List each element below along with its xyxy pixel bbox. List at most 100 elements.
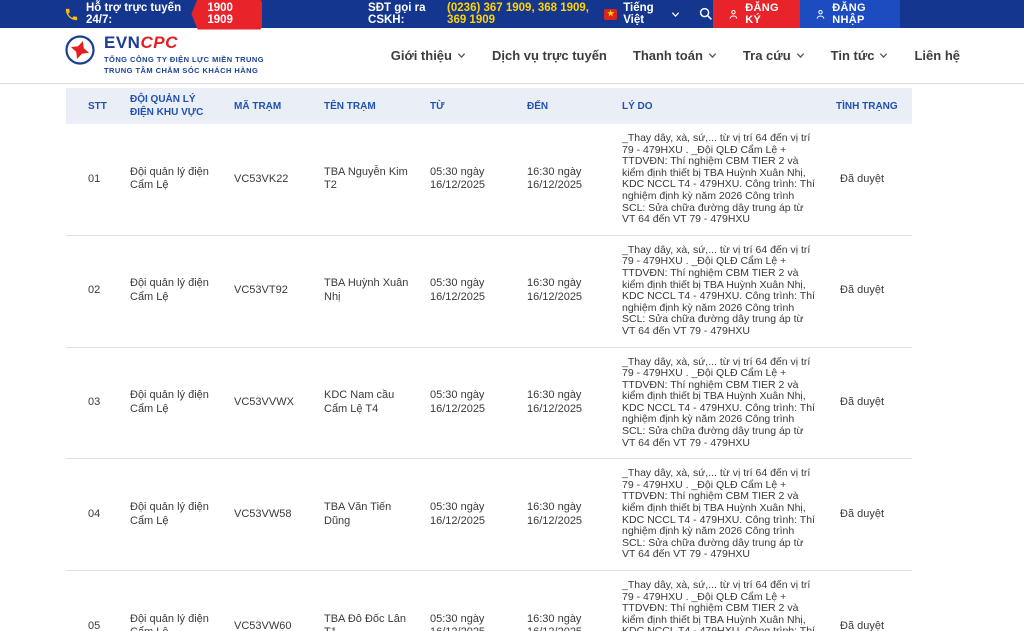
chevron-down-icon[interactable] [671, 10, 680, 19]
brand-logo-block[interactable]: EVNCPC TỔNG CÔNG TY ĐIỆN LỰC MIỀN TRUNG … [64, 34, 264, 77]
login-label: ĐĂNG NHẬP [832, 2, 866, 26]
nav-item-4[interactable]: Tin tức [831, 48, 889, 63]
header-stt: STT [66, 88, 124, 124]
main-nav: Giới thiệu Dịch vụ trực tuyến Thanh toán… [391, 48, 960, 63]
brand-subtitle-line1: TỔNG CÔNG TY ĐIỆN LỰC MIỀN TRUNG [104, 55, 265, 65]
brand-name: EVNCPC [104, 34, 264, 51]
table-row[interactable]: 05 Đội quản lý điện Cẩm Lệ VC53VW60 TBA … [66, 570, 912, 631]
vietnam-flag-icon: ★ [604, 8, 618, 20]
nav-item-label: Giới thiệu [390, 48, 452, 63]
evn-logo-icon [65, 35, 95, 65]
header-to: ĐẾN [521, 88, 616, 124]
table-row[interactable]: 01 Đội quản lý điện Cẩm Lệ VC53VK22 TBA … [66, 124, 912, 236]
top-utility-bar: Hỗ trợ trực tuyến 24/7: 1900 1909 SĐT gọ… [0, 0, 1024, 30]
cell-code: VC53VW60 [228, 570, 318, 631]
nav-item-label: Tra cứu [742, 48, 791, 63]
register-label: ĐĂNG KÝ [745, 2, 779, 26]
cell-to: 16:30 ngày 16/12/2025 [521, 235, 616, 348]
cell-status: Đã duyệt [830, 458, 912, 571]
nav-item-label: Liên hệ [914, 48, 960, 63]
login-button[interactable]: ĐĂNG NHẬP [800, 0, 900, 28]
cell-stt: 03 [66, 347, 124, 460]
chevron-down-icon [708, 51, 717, 60]
cell-from: 05:30 ngày 16/12/2025 [424, 124, 521, 236]
chevron-down-icon [457, 51, 466, 60]
hotline-badge[interactable]: 1900 1909 [191, 0, 263, 30]
header-from: TỪ [424, 88, 521, 124]
cell-station: TBA Đô Đốc Lân T1 [318, 570, 424, 631]
brand-subtitle-line2: TRUNG TÂM CHĂM SÓC KHÁCH HÀNG [104, 66, 259, 75]
cell-station: KDC Nam cầu Cẩm Lệ T4 [318, 347, 424, 460]
cell-status: Đã duyệt [830, 235, 912, 348]
cell-reason: _Thay dây, xà, sứ,... từ vị trí 64 đến v… [616, 235, 830, 348]
table-header-row: STT ĐỘI QUẢN LÝ ĐIỆN KHU VỰC MÃ TRẠM TÊN… [66, 88, 912, 124]
cell-stt: 02 [66, 235, 124, 348]
brand-subtitle: TỔNG CÔNG TY ĐIỆN LỰC MIỀN TRUNG TRUNG T… [104, 55, 264, 77]
cskh-numbers: (0236) 367 1909, 368 1909, 369 1909 [447, 2, 589, 26]
nav-item-3[interactable]: Tra cứu [743, 48, 805, 63]
main-header: EVNCPC TỔNG CÔNG TY ĐIỆN LỰC MIỀN TRUNG … [0, 28, 1024, 84]
cell-station: TBA Huỳnh Xuân Nhị [318, 235, 424, 348]
cell-code: VC53VK22 [228, 124, 318, 236]
person-icon [816, 9, 825, 19]
cell-reason: _Thay dây, xà, sứ,... từ vị trí 64 đến v… [616, 124, 830, 236]
header-code: MÃ TRẠM [228, 88, 318, 124]
nav-item-label: Thanh toán [632, 48, 703, 63]
nav-item-label: Dịch vụ trực tuyến [491, 48, 607, 63]
nav-item-2[interactable]: Thanh toán [633, 48, 717, 63]
cell-to: 16:30 ngày 16/12/2025 [521, 124, 616, 236]
brand-name-evn: EVN [104, 33, 141, 53]
table-row[interactable]: 03 Đội quản lý điện Cẩm Lệ VC53VVWX KDC … [66, 347, 912, 460]
cell-code: VC53VVWX [228, 347, 318, 460]
cell-reason: _Thay dây, xà, sứ,... từ vị trí 64 đến v… [616, 347, 830, 460]
cell-team: Đội quản lý điện Cẩm Lệ [124, 458, 228, 571]
header-station: TÊN TRẠM [318, 88, 424, 124]
cell-from: 05:30 ngày 16/12/2025 [424, 235, 521, 348]
cell-from: 05:30 ngày 16/12/2025 [424, 347, 521, 460]
brand-name-cpc: CPC [140, 33, 178, 53]
header-status: TÌNH TRẠNG [830, 88, 912, 124]
cell-stt: 01 [66, 124, 124, 236]
cskh-group: SĐT gọi ra CSKH: (0236) 367 1909, 368 19… [368, 2, 594, 26]
chevron-down-icon [796, 51, 805, 60]
cell-code: VC53VW58 [228, 458, 318, 571]
header-reason: LÝ DO [616, 88, 830, 124]
nav-item-5[interactable]: Liên hệ [914, 48, 960, 63]
person-icon [729, 9, 738, 19]
cell-reason: _Thay dây, xà, sứ,... từ vị trí 64 đến v… [616, 458, 830, 571]
chevron-down-icon [879, 51, 888, 60]
cell-team: Đội quản lý điện Cẩm Lệ [124, 570, 228, 631]
search-icon[interactable] [698, 4, 713, 24]
cell-station: TBA Văn Tiến Dũng [318, 458, 424, 571]
table-row[interactable]: 04 Đội quản lý điện Cẩm Lệ VC53VW58 TBA … [66, 458, 912, 571]
register-button[interactable]: ĐĂNG KÝ [713, 0, 801, 28]
cell-stt: 05 [66, 570, 124, 631]
cell-status: Đã duyệt [830, 347, 912, 460]
header-team: ĐỘI QUẢN LÝ ĐIỆN KHU VỰC [124, 88, 228, 124]
support-label: Hỗ trợ trực tuyến 24/7: [86, 2, 182, 26]
nav-item-label: Tin tức [830, 48, 875, 63]
cell-stt: 04 [66, 458, 124, 571]
table-row[interactable]: 02 Đội quản lý điện Cẩm Lệ VC53VT92 TBA … [66, 235, 912, 348]
cskh-label: SĐT gọi ra CSKH: [368, 2, 426, 26]
cell-from: 05:30 ngày 16/12/2025 [424, 458, 521, 571]
cell-team: Đội quản lý điện Cẩm Lệ [124, 347, 228, 460]
table-body: 01 Đội quản lý điện Cẩm Lệ VC53VK22 TBA … [66, 124, 912, 631]
cell-station: TBA Nguyễn Kim T2 [318, 124, 424, 236]
language-selector[interactable]: Tiếng Việt [623, 2, 654, 26]
brand-text: EVNCPC TỔNG CÔNG TY ĐIỆN LỰC MIỀN TRUNG … [104, 34, 264, 77]
nav-item-0[interactable]: Giới thiệu [391, 48, 466, 63]
phone-icon [64, 7, 79, 22]
cell-team: Đội quản lý điện Cẩm Lệ [124, 235, 228, 348]
nav-item-1[interactable]: Dịch vụ trực tuyến [492, 48, 607, 63]
cell-from: 05:30 ngày 16/12/2025 [424, 570, 521, 631]
outage-table: STT ĐỘI QUẢN LÝ ĐIỆN KHU VỰC MÃ TRẠM TÊN… [66, 88, 912, 631]
cell-to: 16:30 ngày 16/12/2025 [521, 458, 616, 571]
cell-team: Đội quản lý điện Cẩm Lệ [124, 124, 228, 236]
cell-status: Đã duyệt [830, 124, 912, 236]
cell-reason: _Thay dây, xà, sứ,... từ vị trí 64 đến v… [616, 570, 830, 631]
cell-status: Đã duyệt [830, 570, 912, 631]
cell-code: VC53VT92 [228, 235, 318, 348]
cell-to: 16:30 ngày 16/12/2025 [521, 570, 616, 631]
